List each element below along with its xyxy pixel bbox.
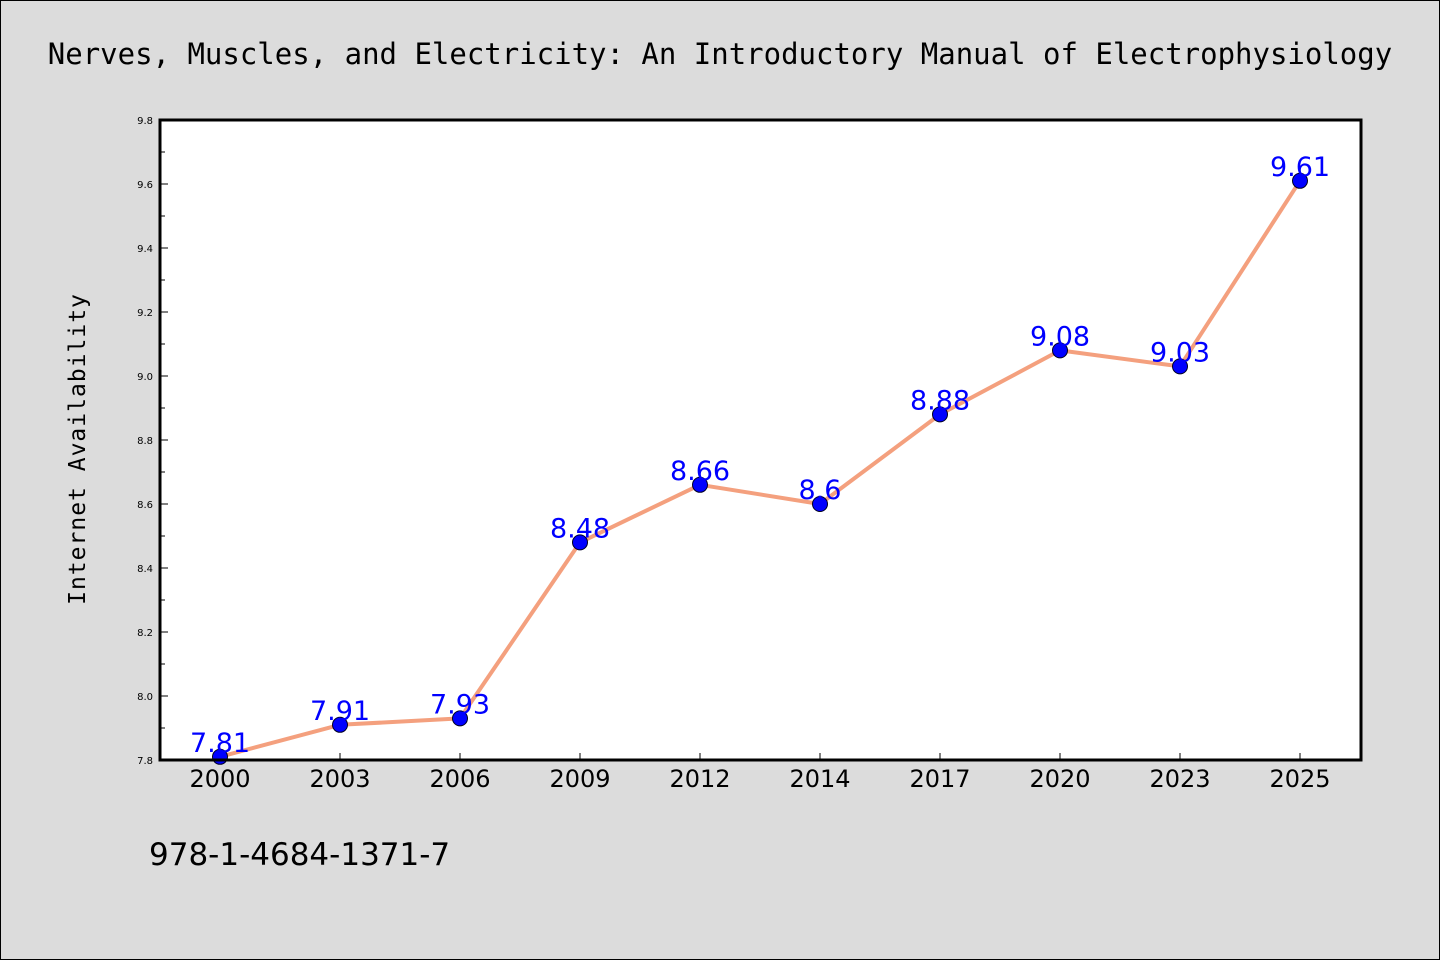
y-axis-label: Internet Availability xyxy=(65,293,91,605)
data-point xyxy=(572,534,588,551)
data-label: 7.81 xyxy=(190,728,250,759)
plot-area xyxy=(160,120,1361,760)
y-tick-label: 9.4 xyxy=(137,244,153,255)
data-point xyxy=(452,710,468,727)
y-tick-label: 9.2 xyxy=(137,308,153,319)
data-point xyxy=(1172,358,1188,375)
x-tick-label: 2023 xyxy=(1149,765,1210,793)
x-tick-label: 2017 xyxy=(909,765,970,793)
y-tick-label: 8.4 xyxy=(137,564,153,575)
data-point xyxy=(1292,172,1308,189)
x-tick-label: 2025 xyxy=(1269,765,1330,793)
y-tick-label: 8.0 xyxy=(137,692,153,703)
y-tick-label: 9.0 xyxy=(137,372,153,383)
data-label: 7.93 xyxy=(430,689,490,720)
y-tick-label: 8.2 xyxy=(137,628,153,639)
data-labels: 7.81 7.91 7.93 8.48 8.66 8.6 8.88 9.08 9.03 9.61 xyxy=(190,152,1330,759)
data-point xyxy=(692,476,708,493)
data-label: 8.6 xyxy=(799,475,842,506)
series-line xyxy=(219,179,1302,759)
data-point xyxy=(332,716,348,733)
y-tick-label: 7.8 xyxy=(137,756,153,767)
chart-title: Nerves, Muscles, and Electricity: An Int… xyxy=(48,37,1392,71)
isbn-text: 978-1-4684-1371-7 xyxy=(149,837,450,873)
x-tick-label: 2009 xyxy=(549,765,610,793)
data-point xyxy=(812,496,828,512)
x-tick-label: 2014 xyxy=(789,765,850,793)
data-label: 8.66 xyxy=(670,456,730,487)
data-point xyxy=(1052,342,1068,359)
x-tick-label: 2000 xyxy=(189,765,250,793)
y-tick-label: 8.6 xyxy=(137,500,153,511)
x-axis: 2000 2003 2006 2009 2012 2014 2017 2020 2023 2025 xyxy=(189,753,1331,793)
y-tick-label: 9.8 xyxy=(137,116,153,127)
y-tick-label: 8.8 xyxy=(137,436,153,447)
data-label: 9.61 xyxy=(1270,152,1330,183)
x-tick-label: 2006 xyxy=(429,765,490,793)
plot-frame xyxy=(158,118,1363,762)
x-tick-label: 2012 xyxy=(669,765,730,793)
y-axis: 7.8 8.0 8.2 8.4 8.6 8.8 9.0 9.2 9.4 9.6 9.8 xyxy=(137,116,168,767)
x-tick-label: 2020 xyxy=(1029,765,1090,793)
data-label: 7.91 xyxy=(310,696,370,727)
data-label: 9.08 xyxy=(1030,321,1090,352)
data-points xyxy=(212,172,1308,765)
data-label: 8.88 xyxy=(910,385,970,416)
y-tick-label: 9.6 xyxy=(137,180,153,191)
data-label: 9.03 xyxy=(1150,337,1210,368)
data-label: 8.48 xyxy=(550,513,610,544)
x-tick-label: 2003 xyxy=(309,765,370,793)
data-point xyxy=(932,406,948,423)
